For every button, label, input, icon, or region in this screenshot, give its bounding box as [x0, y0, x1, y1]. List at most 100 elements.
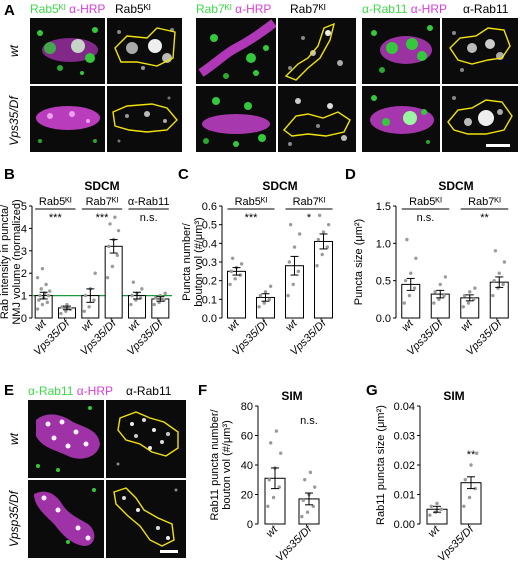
b-point-0-11 — [35, 275, 40, 280]
b-point-0-8 — [48, 289, 52, 293]
a-header-1-green: Rab5ᴷᴵ — [30, 2, 66, 16]
c-point-0-6 — [230, 256, 235, 260]
chart-g: SIM 0.00 0.01 0.02 0.03 0.04 Rab11 puncta size… — [375, 389, 482, 564]
a-header-3-gray: α-Rab11 — [463, 2, 509, 16]
c-group-label-0: Rab5ᴷᴵ — [235, 196, 268, 208]
b-y-tick-label-4: 4 — [21, 223, 27, 235]
a-header-3-magenta: α-HRP — [410, 2, 448, 16]
c-point-2-1 — [291, 282, 295, 287]
a-micrograph-rab11-wt-gray-image — [449, 27, 511, 72]
b-point-4-0 — [129, 302, 133, 307]
panel-label-g: G — [366, 382, 378, 399]
f-y-tick-label-2: 40 — [241, 460, 253, 472]
f-point-1-7 — [308, 470, 313, 475]
e-header-gray: α-Rab11 — [126, 384, 172, 398]
d-significance-1: ** — [480, 212, 489, 224]
a-micrograph-rab5-mutant-merge-image — [36, 106, 100, 143]
a-header-1-gray: Rab5ᴷᴵ — [115, 2, 151, 16]
c-y-label-0: Puncta number/ — [181, 222, 193, 301]
d-method-title: SDCM — [438, 179, 473, 193]
panel-label-c: C — [178, 166, 189, 183]
c-point-3-1 — [320, 252, 324, 257]
d-group-label-1: Rab7ᴷᴵ — [468, 196, 501, 208]
d-point-1-3 — [433, 290, 437, 294]
c-y-tick-label-5: 0.5 — [202, 220, 217, 232]
d-point-3-5 — [502, 260, 507, 264]
panel-label-f: F — [198, 382, 208, 399]
d-y-label-0: Puncta size (μm²) — [353, 219, 365, 305]
e-scale-bar — [160, 550, 178, 553]
g-point-1-4 — [469, 463, 473, 467]
b-group-label-1: Rab7ᴷᴵ — [86, 196, 119, 208]
b-point-0-1 — [40, 302, 45, 307]
a-row-label-wt: wt — [7, 45, 21, 57]
e-header-merge: α-Rab11 α-HRP — [28, 384, 113, 398]
d-group-label-0: Rab5ᴷᴵ — [409, 196, 442, 208]
d-significance-0: n.s. — [417, 212, 435, 224]
g-y-tick-label-0: 0.00 — [394, 519, 415, 531]
b-significance-0: *** — [49, 212, 63, 224]
g-point-0-4 — [435, 501, 439, 506]
d-point-3-2 — [501, 282, 505, 287]
a-header-2-green: Rab7ᴷᴵ — [196, 2, 232, 16]
f-point-0-0 — [266, 504, 270, 508]
b-significance-2: n.s. — [140, 212, 158, 224]
chart-c: SDCM 0.0 0.1 0.2 0.3 0.4 0.5 0.6 Puncta number/b… — [181, 179, 333, 358]
e-micrograph-mutant-merge-image — [34, 488, 96, 546]
f-point-1-2 — [311, 504, 315, 508]
d-point-1-2 — [442, 293, 446, 298]
c-method-title: SDCM — [262, 179, 297, 193]
c-point-2-3 — [287, 260, 292, 264]
f-point-1-0 — [300, 514, 304, 519]
g-point-1-1 — [467, 495, 472, 500]
b-y-tick-label-2: 2 — [21, 268, 27, 280]
a-micrograph-rab7-mutant-merge — [196, 86, 276, 152]
b-point-0-6 — [38, 293, 42, 298]
b-point-2-3 — [83, 293, 88, 298]
f-point-1-1 — [305, 510, 310, 514]
b-point-3-3 — [107, 244, 111, 249]
d-point-3-0 — [491, 293, 495, 298]
b-point-1-3 — [60, 305, 64, 309]
c-point-0-3 — [229, 269, 234, 274]
b-point-0-9 — [39, 287, 43, 291]
c-point-0-0 — [228, 282, 232, 287]
b-x-tick-label-0: wt — [33, 317, 50, 334]
a-micrograph-rab5-mutant-merge — [30, 86, 105, 152]
b-point-3-2 — [115, 253, 120, 257]
a-micrograph-rab7-mutant-merge-image — [202, 97, 270, 147]
f-point-0-5 — [279, 451, 283, 455]
panel-label-d: D — [345, 166, 356, 183]
d-point-3-3 — [492, 278, 496, 283]
e-micrograph-wt-merge-image — [36, 406, 100, 472]
d-point-0-3 — [403, 278, 408, 283]
b-y-label-0: Rab intensity in puncta/ — [0, 204, 11, 319]
a-micrograph-rab5-wt-gray-image — [114, 27, 176, 70]
f-x-tick-label-0: wt — [264, 523, 281, 540]
panel-label-b: B — [4, 166, 15, 183]
c-y-tick-label-3: 0.3 — [202, 257, 217, 269]
f-point-0-7 — [274, 429, 279, 433]
charts-fg: SIM 0 20 40 60 80 Rab11 puncta number/bouton v… — [209, 389, 482, 564]
b-significance-1: *** — [96, 212, 110, 224]
b-point-2-0 — [82, 309, 86, 313]
d-point-0-2 — [412, 286, 417, 290]
a-header-2-merge: Rab7ᴷᴵ α-HRP — [196, 2, 271, 16]
b-point-1-2 — [68, 307, 73, 311]
b-method-title: SDCM — [84, 179, 119, 193]
f-y-label-0: Rab11 puncta number/ — [209, 409, 221, 521]
a-micrograph-rab11-wt-merge-image — [371, 25, 433, 73]
c-point-1-3 — [258, 293, 263, 298]
e-micrograph-mutant-merge — [28, 480, 104, 558]
c-point-2-6 — [288, 222, 293, 227]
b-x-tick-label-4: wt — [126, 317, 143, 334]
d-point-0-0 — [402, 301, 407, 305]
e-header-green: α-Rab11 — [28, 384, 74, 398]
b-point-1-1 — [64, 309, 68, 313]
c-y-tick-label-4: 0.4 — [202, 238, 217, 250]
d-point-2-2 — [471, 297, 476, 302]
g-point-0-2 — [439, 507, 443, 511]
a-header-1-merge: Rab5ᴷᴵ α-HRP — [30, 2, 105, 16]
panel-label-a: A — [4, 2, 15, 19]
